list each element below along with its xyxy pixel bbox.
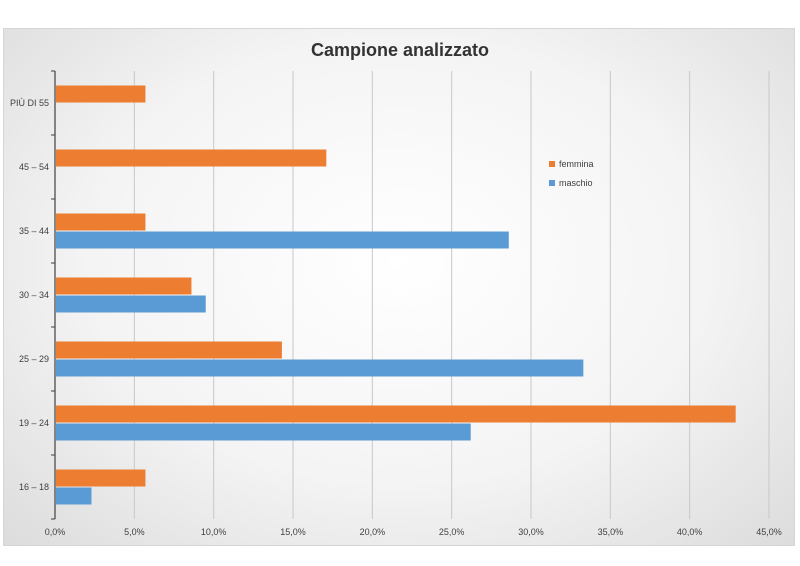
y-tick-label: 19 – 24 <box>19 418 49 428</box>
axes: 0,0% 5,0% 10,0% 15,0% 20,0% 25,0% 30,0% 35,0% 40… <box>10 70 782 537</box>
x-tick-label: 40,0% <box>677 527 703 537</box>
y-tick-label: 45 – 54 <box>19 162 49 172</box>
x-tick-label: 0,0% <box>45 527 66 537</box>
x-tick-label: 25,0% <box>439 527 465 537</box>
legend-swatch-maschio <box>549 180 555 186</box>
y-tick-label: 25 – 29 <box>19 354 49 364</box>
legend-swatch-femmina <box>549 161 555 167</box>
legend: femmina maschio <box>549 159 594 188</box>
y-tick-label: 35 – 44 <box>19 226 49 236</box>
bar-maschio <box>56 359 584 377</box>
bar-femmina <box>56 213 146 231</box>
x-tick-label: 45,0% <box>756 527 782 537</box>
chart-frame: Campione analizzato 0,0% 5,0% 10,0% 15,0% 20… <box>3 28 795 546</box>
legend-label-femmina: femmina <box>559 159 594 169</box>
bar-maschio <box>56 295 206 313</box>
y-tick-label: 30 – 34 <box>19 290 49 300</box>
bar-femmina <box>56 85 146 103</box>
y-tick-label: 16 – 18 <box>19 482 49 492</box>
bar-chart: Campione analizzato 0,0% 5,0% 10,0% 15,0% 20… <box>10 40 782 537</box>
chart-title: Campione analizzato <box>311 40 489 60</box>
x-tick-label: 15,0% <box>280 527 306 537</box>
bar-femmina <box>56 149 327 167</box>
bar-femmina <box>56 341 282 359</box>
y-tick-label: PIÙ DI 55 <box>10 98 49 108</box>
bar-femmina <box>56 469 146 487</box>
bar-maschio <box>56 231 509 249</box>
bar-femmina <box>56 277 192 295</box>
bars <box>56 85 736 505</box>
bar-maschio <box>56 487 92 505</box>
x-tick-label: 30,0% <box>518 527 544 537</box>
gridlines <box>133 71 770 519</box>
x-tick-label: 5,0% <box>124 527 145 537</box>
legend-label-maschio: maschio <box>559 178 593 188</box>
x-tick-label: 10,0% <box>201 527 227 537</box>
x-tick-label: 20,0% <box>360 527 386 537</box>
bar-maschio <box>56 423 471 441</box>
bar-femmina <box>56 405 736 423</box>
x-tick-label: 35,0% <box>598 527 624 537</box>
